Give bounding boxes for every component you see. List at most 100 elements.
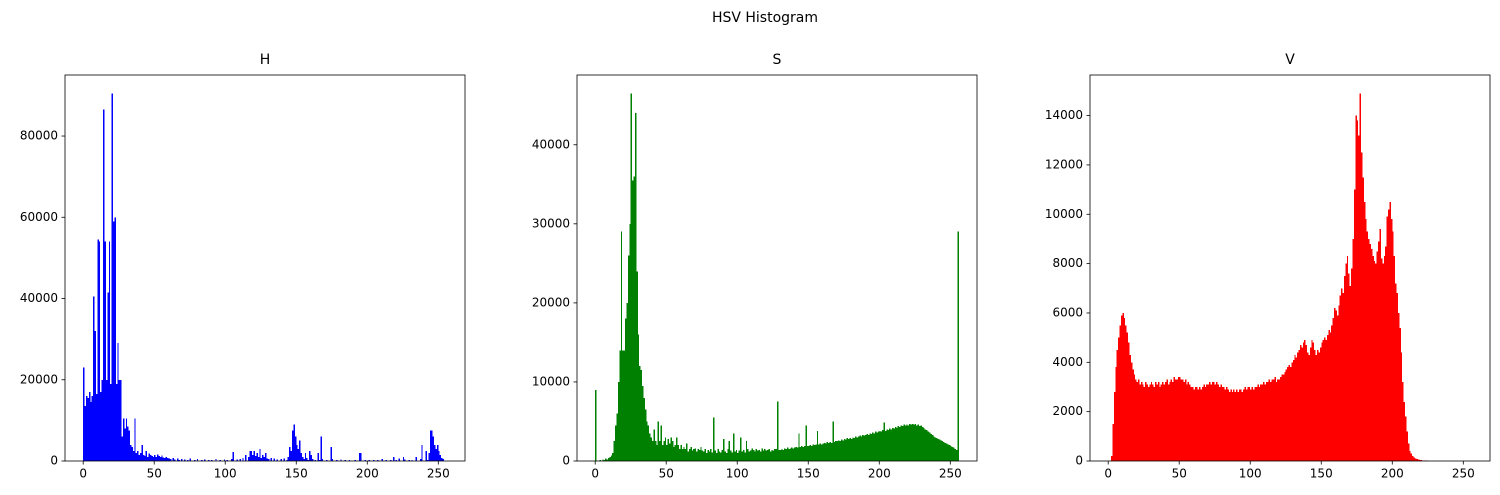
bar <box>940 440 942 461</box>
bar <box>815 444 817 461</box>
bar <box>1335 310 1337 461</box>
bar <box>310 454 312 461</box>
bar <box>189 458 192 461</box>
bar <box>219 459 221 461</box>
bar <box>1166 379 1168 461</box>
bar <box>1328 330 1330 461</box>
bar <box>634 113 637 461</box>
bar <box>794 447 796 461</box>
bar <box>1244 386 1246 461</box>
bar <box>1352 238 1354 461</box>
bar <box>830 442 833 461</box>
bar <box>1380 258 1383 461</box>
bar <box>311 458 314 461</box>
bar <box>735 449 738 461</box>
bar <box>717 449 719 461</box>
bar <box>955 449 958 461</box>
bar <box>664 437 667 461</box>
bar <box>833 442 836 461</box>
subplot: H 0 50 100 150 200 250 0 20000 40000 60000 80000 <box>20 52 466 481</box>
bar <box>862 434 864 461</box>
bar <box>1267 382 1269 461</box>
subplot: S 0 50 100 150 200 250 0 10000 20000 30000 40000 <box>532 52 978 481</box>
x-tick-label: 0 <box>591 467 599 481</box>
bar <box>595 389 597 461</box>
bar <box>673 446 675 461</box>
bar <box>1156 384 1158 461</box>
bar <box>636 271 638 461</box>
bar <box>930 434 932 461</box>
bar <box>1211 382 1214 461</box>
bar <box>1308 354 1310 461</box>
axes-frame <box>64 74 466 462</box>
bar <box>653 429 655 461</box>
bar <box>137 450 139 461</box>
bar <box>256 452 258 461</box>
bar <box>1277 379 1279 461</box>
bar <box>686 443 688 461</box>
bar <box>1159 386 1161 461</box>
bar <box>1416 459 1418 461</box>
bar <box>950 445 952 461</box>
bar <box>920 425 922 461</box>
bar <box>612 453 614 461</box>
bar <box>164 457 166 461</box>
x-tick-label: 50 <box>659 467 674 481</box>
bar <box>1138 379 1140 461</box>
bar <box>1393 256 1396 461</box>
bar <box>1209 382 1211 461</box>
bar <box>259 448 261 461</box>
bar <box>1189 384 1191 461</box>
bar <box>425 450 427 461</box>
bar <box>924 429 927 461</box>
bar <box>704 449 706 461</box>
bar <box>300 452 302 461</box>
bar <box>647 425 650 461</box>
bar <box>344 460 346 461</box>
bar <box>1299 345 1302 461</box>
bar <box>291 430 294 461</box>
y-tick-label: 8000 <box>1052 256 1083 270</box>
bar <box>829 442 831 461</box>
bar <box>1280 377 1282 461</box>
bar <box>774 449 776 461</box>
bar <box>907 425 910 461</box>
bar <box>843 438 846 461</box>
bar <box>208 460 210 461</box>
bar <box>764 449 766 461</box>
bar <box>1251 386 1254 461</box>
bar <box>788 449 790 461</box>
bar <box>812 444 814 461</box>
bar <box>1395 283 1397 461</box>
bar <box>1223 386 1225 461</box>
bar <box>1334 308 1336 461</box>
bar <box>1196 386 1198 461</box>
bar <box>944 442 947 461</box>
bar <box>252 454 254 461</box>
bar <box>419 458 422 461</box>
bar <box>768 449 770 461</box>
bar <box>1390 219 1393 461</box>
bar <box>286 459 288 461</box>
bar <box>649 433 651 461</box>
bar <box>93 296 95 461</box>
bar <box>320 436 322 461</box>
bar <box>260 457 263 461</box>
bar <box>1221 386 1224 461</box>
bar <box>253 450 256 461</box>
bar <box>1226 386 1228 461</box>
bar <box>1133 374 1136 461</box>
bar <box>795 446 797 461</box>
x-tick-label: 100 <box>214 467 237 481</box>
bar <box>297 448 300 461</box>
bar <box>1173 377 1175 461</box>
bar <box>1139 384 1141 461</box>
bar <box>250 450 253 461</box>
bar <box>1407 443 1410 461</box>
bar <box>115 383 118 461</box>
bar <box>718 451 721 461</box>
bar <box>1342 293 1344 461</box>
bar <box>822 443 824 461</box>
bar <box>1375 263 1377 461</box>
bar <box>294 436 297 461</box>
